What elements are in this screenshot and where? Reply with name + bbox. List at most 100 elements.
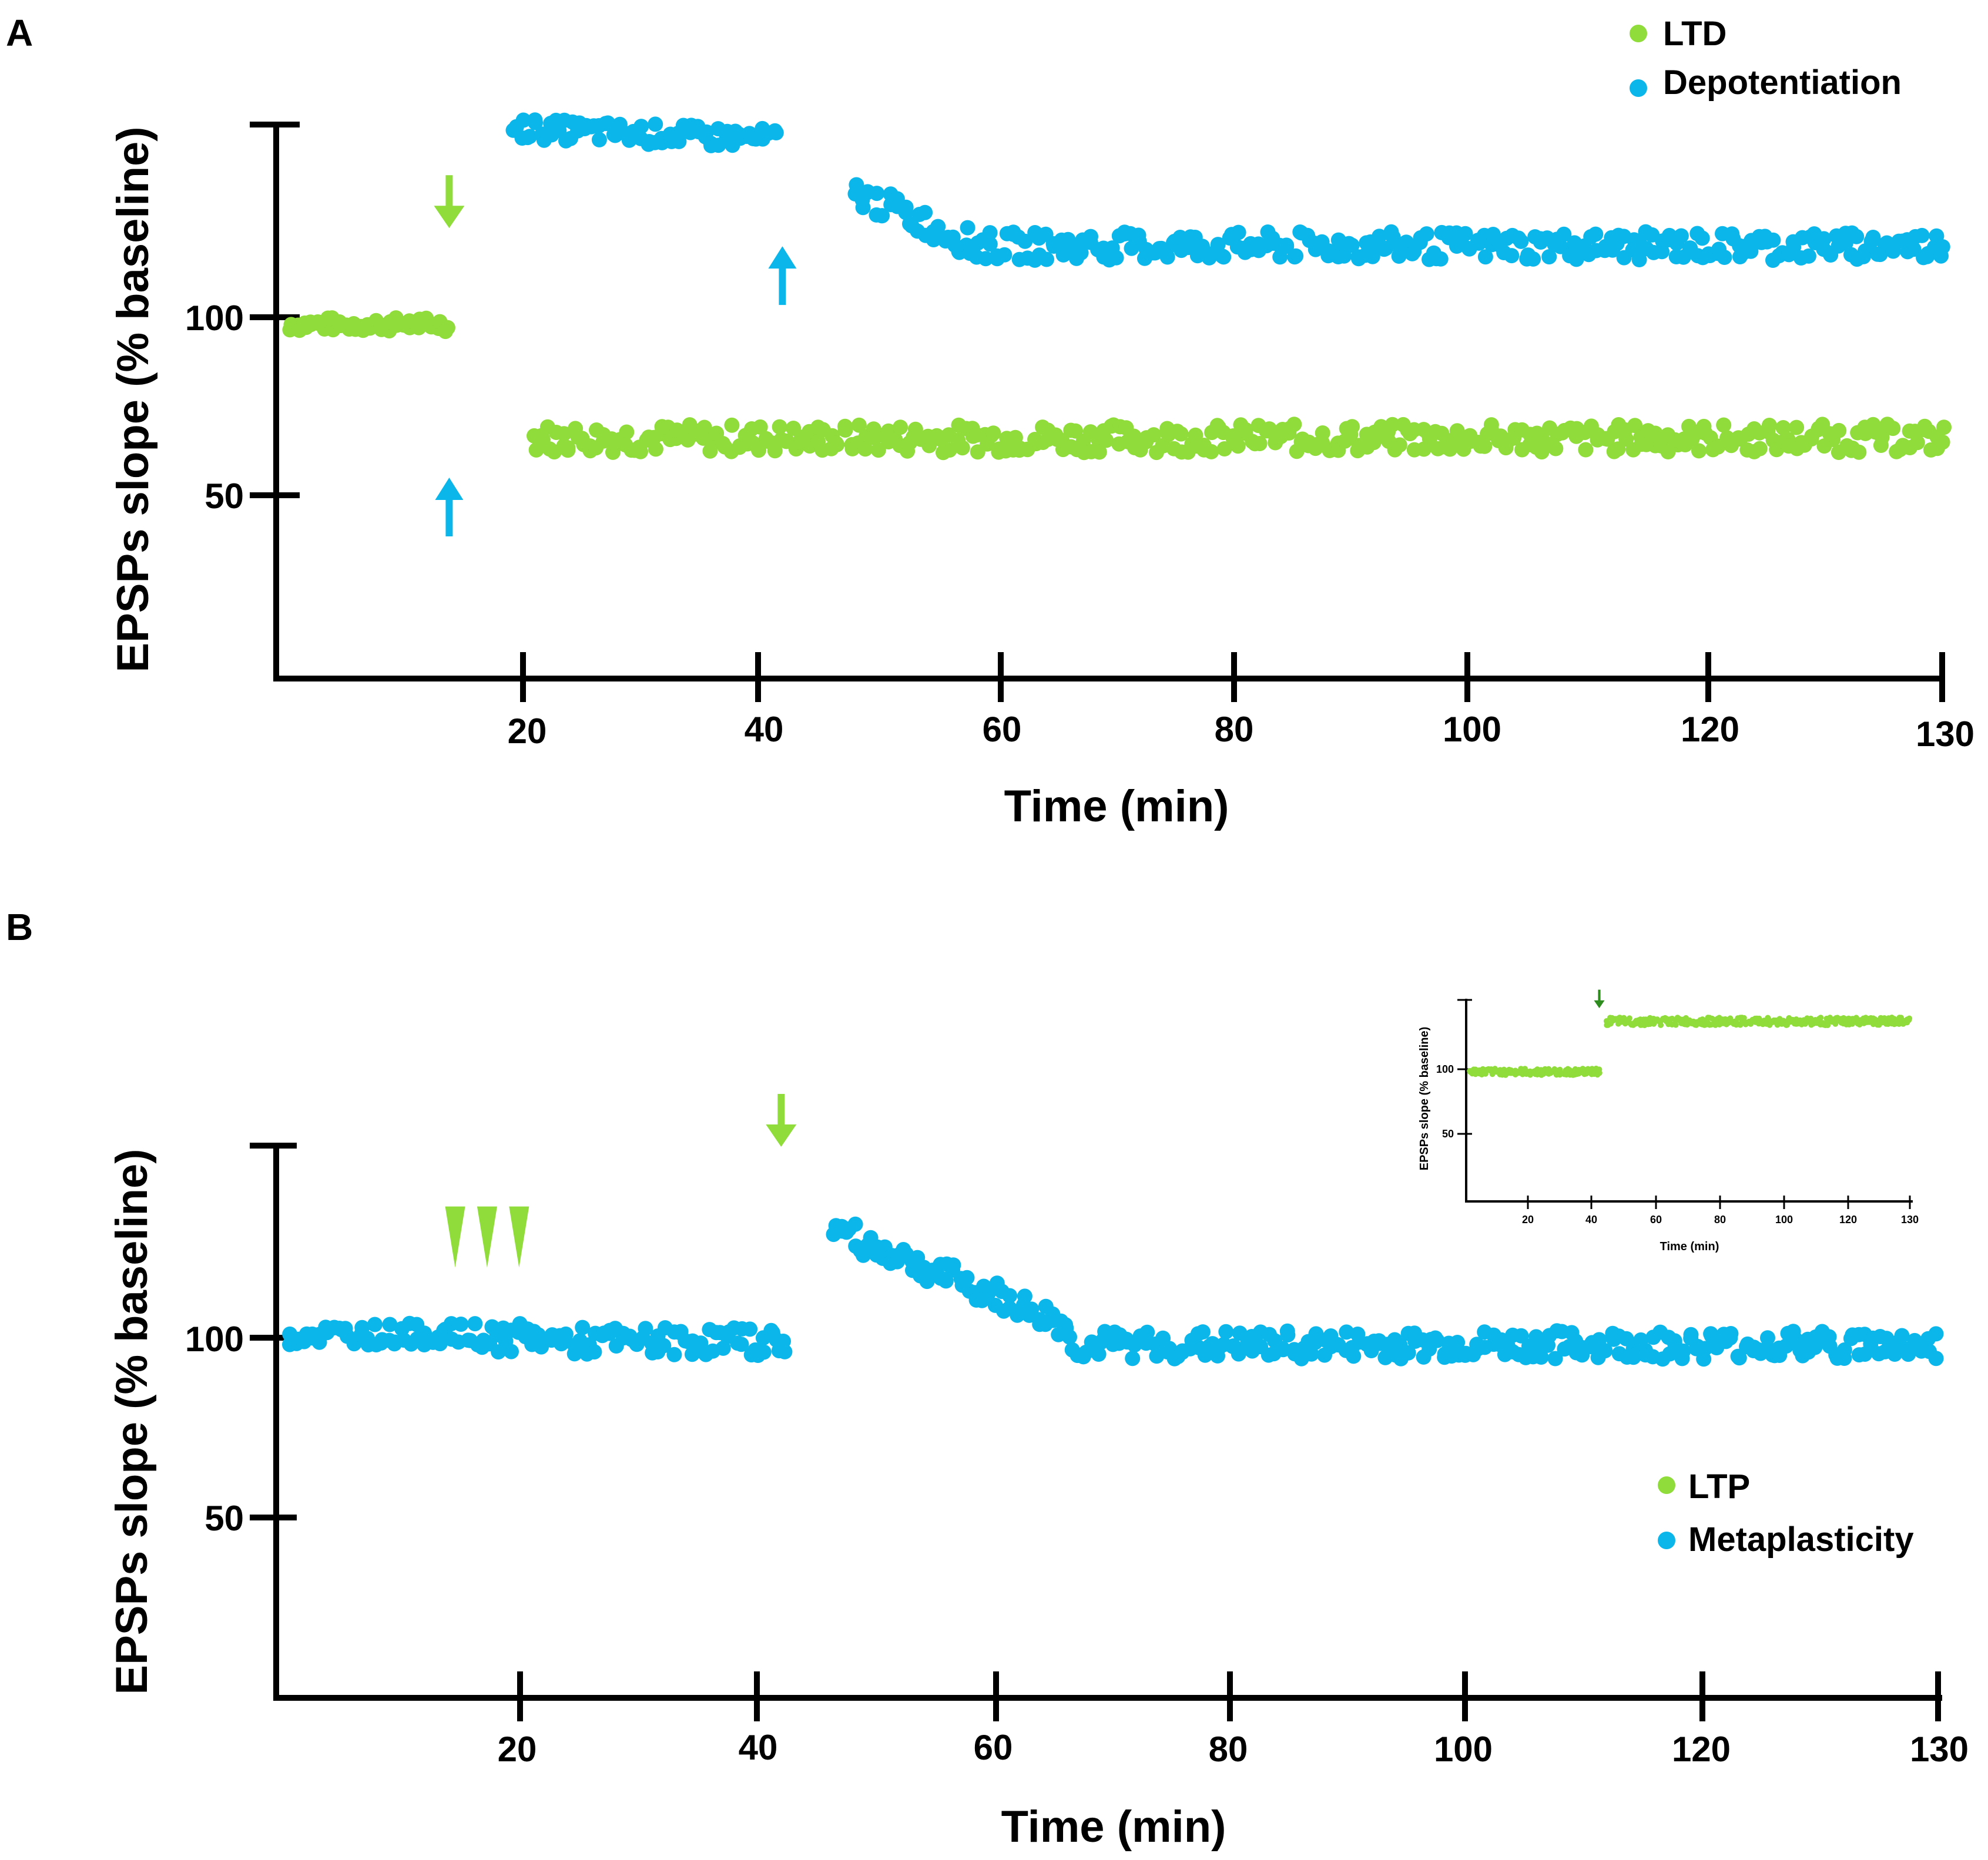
data-point-metaplasticity-4-67-1 — [1533, 1349, 1549, 1365]
data-point-metaplasticity-4-87-1 — [1675, 1343, 1691, 1359]
data-point-depotentiation-2-104-0 — [1694, 230, 1710, 246]
legend-ltp-swatch — [1658, 1476, 1675, 1494]
arrow-down-marker-0 — [434, 175, 465, 229]
legend-metaplasticity-label: Metaplasticity — [1688, 1520, 1914, 1559]
data-point-ltp-0-69-1 — [1596, 1066, 1603, 1073]
data-point-depotentiation-2-114-1 — [1765, 232, 1781, 248]
data-point-metaplasticity-4-118-1 — [1894, 1328, 1910, 1344]
x-tick-label-130: 130 — [1916, 714, 1974, 754]
legend-ltd-swatch — [1630, 25, 1647, 42]
data-point-ltp-1-161-1 — [1906, 1015, 1913, 1022]
data-point-metaplasticity-2-6-1 — [586, 1344, 602, 1360]
data-point-depotentiation-1-3-0 — [869, 186, 885, 202]
data-point-ltp-1-114-0 — [1818, 1015, 1824, 1021]
data-point-ltd-1-112-1 — [1315, 425, 1330, 441]
data-point-depotentiation-2-119-1 — [1801, 248, 1816, 264]
data-point-metaplasticity-4-64-1 — [1513, 1328, 1529, 1344]
data-point-depotentiation-2-126-1 — [1849, 229, 1865, 244]
arrow-down-marker-0 — [1594, 989, 1605, 1009]
legend-ltd-label: LTD — [1663, 15, 1726, 53]
data-point-ltd-1-177-0 — [1775, 420, 1791, 435]
data-point-metaplasticity-4-123-1 — [1928, 1326, 1944, 1342]
data-point-depotentiation-2-59-1 — [1376, 241, 1392, 257]
data-point-ltd-1-145-0 — [1548, 441, 1564, 456]
data-point-depotentiation-2-16-1 — [1073, 245, 1089, 261]
data-point-depotentiation-2-2-1 — [978, 251, 994, 267]
data-point-ltd-1-47-1 — [857, 441, 873, 457]
data-point-metaplasticity-0-14-1 — [382, 1317, 398, 1332]
inset-x-tick-label-130: 130 — [1901, 1214, 1919, 1226]
data-point-metaplasticity-2-17-1 — [666, 1347, 682, 1362]
data-point-metaplasticity-4-55-0 — [1450, 1335, 1466, 1350]
data-point-metaplasticity-4-86-1 — [1667, 1333, 1682, 1349]
inset-markers — [1594, 989, 1605, 1009]
data-point-depotentiation-2-84-1 — [1556, 226, 1572, 242]
data-point-metaplasticity-4-4-1 — [1091, 1347, 1107, 1362]
data-point-depotentiation-2-65-0 — [1419, 226, 1434, 242]
data-point-ltd-1-28-0 — [724, 417, 740, 433]
data-point-depotentiation-2-111-0 — [1743, 243, 1759, 259]
data-point-ltd-1-96-0 — [1203, 444, 1219, 459]
data-point-metaplasticity-4-31-1 — [1280, 1327, 1296, 1343]
data-point-depotentiation-2-53-1 — [1336, 248, 1352, 264]
data-point-metaplasticity-4-110-1 — [1836, 1342, 1852, 1358]
data-point-ltd-1-5-1 — [560, 442, 576, 458]
data-point-ltd-1-135-1 — [1477, 438, 1493, 454]
data-point-metaplasticity-4-21-1 — [1210, 1348, 1225, 1364]
panel-label-a: A — [6, 12, 33, 54]
x-tick-label-40: 40 — [739, 1728, 778, 1767]
data-point-depotentiation-2-54-1 — [1344, 237, 1360, 253]
data-point-metaplasticity-4-48-0 — [1400, 1345, 1416, 1361]
data-point-metaplasticity-0-21-1 — [432, 1336, 448, 1352]
data-point-depotentiation-2-78-1 — [1511, 230, 1527, 246]
inset-x-tick-label-80: 80 — [1714, 1214, 1726, 1226]
x-tick-label-100: 100 — [1443, 710, 1501, 749]
inset-x-tick-label-120: 120 — [1839, 1214, 1857, 1226]
data-point-ltd-1-92-0 — [1173, 426, 1189, 442]
data-point-ltd-1-122-0 — [1384, 417, 1400, 432]
data-point-depotentiation-2-135-1 — [1914, 227, 1930, 243]
inset-chart: 100 50 20 40 60 80 100 120 130 Time (min… — [1418, 989, 1919, 1253]
data-point-metaplasticity-2-28-1 — [742, 1321, 758, 1337]
data-point-depotentiation-2-21-1 — [1108, 250, 1124, 266]
data-point-depotentiation-0-20-0 — [648, 116, 663, 132]
data-point-ltd-1-175-1 — [1761, 418, 1777, 433]
data-point-metaplasticity-4-52-1 — [1427, 1330, 1443, 1346]
inset-y-axis-title: EPSPs slope (% baseline) — [1418, 1027, 1431, 1171]
inset-x-tick-label-20: 20 — [1522, 1214, 1534, 1226]
inset-x-tick-label-60: 60 — [1650, 1214, 1662, 1226]
data-point-metaplasticity-3-27-1 — [1017, 1288, 1032, 1304]
legend-depotentiation-label: Depotentiation — [1663, 63, 1902, 102]
data-point-depotentiation-2-101-0 — [1673, 228, 1689, 244]
inset-x-tick-label-100: 100 — [1775, 1214, 1793, 1226]
data-point-metaplasticity-4-30-1 — [1275, 1341, 1290, 1357]
data-point-ltd-0-22-1 — [438, 324, 453, 340]
data-point-depotentiation-2-3-0 — [982, 225, 998, 241]
data-point-ltd-1-166-1 — [1696, 418, 1712, 434]
inset-x-axis-title: Time (min) — [1660, 1240, 1719, 1253]
data-point-depotentiation-2-46-1 — [1287, 249, 1303, 265]
data-point-metaplasticity-4-90-1 — [1697, 1341, 1713, 1357]
data-point-ltd-1-35-1 — [772, 419, 787, 435]
data-point-metaplasticity-0-24-0 — [453, 1317, 469, 1332]
x-axis-title: Time (min) — [1001, 1802, 1226, 1852]
data-point-ltd-1-98-1 — [1216, 441, 1232, 456]
data-point-depotentiation-2-8-1 — [1017, 233, 1033, 249]
data-point-ltd-1-15-1 — [633, 444, 648, 459]
data-point-metaplasticity-4-2-1 — [1075, 1349, 1091, 1365]
data-point-depotentiation-0-2-1 — [519, 130, 535, 146]
data-point-depotentiation-1-10-1 — [917, 204, 933, 220]
arrowhead-marker-0 — [445, 1206, 465, 1268]
data-point-ltd-1-34-1 — [767, 443, 783, 459]
data-point-metaplasticity-3-10-1 — [896, 1242, 911, 1257]
data-point-metaplasticity-2-16-0 — [656, 1338, 672, 1354]
data-point-ltd-1-25-0 — [702, 443, 718, 459]
data-point-ltd-1-101-1 — [1238, 422, 1253, 438]
data-point-ltd-1-156-0 — [1627, 418, 1643, 434]
y-tick-label-100: 100 — [185, 298, 244, 338]
data-point-depotentiation-2-80-1 — [1526, 251, 1541, 267]
data-point-ltd-1-46-0 — [851, 417, 867, 433]
data-point-ltd-1-94-1 — [1188, 427, 1203, 443]
data-point-ltd-1-17-1 — [648, 441, 663, 457]
